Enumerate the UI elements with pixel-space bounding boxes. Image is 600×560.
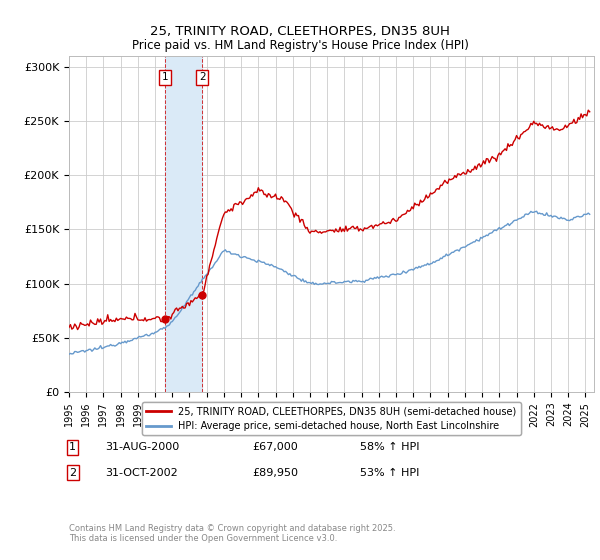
Text: 58% ↑ HPI: 58% ↑ HPI (360, 442, 419, 452)
Text: Price paid vs. HM Land Registry's House Price Index (HPI): Price paid vs. HM Land Registry's House … (131, 39, 469, 52)
Text: Contains HM Land Registry data © Crown copyright and database right 2025.
This d: Contains HM Land Registry data © Crown c… (69, 524, 395, 543)
Text: 1: 1 (162, 72, 169, 82)
Text: 31-AUG-2000: 31-AUG-2000 (105, 442, 179, 452)
Text: 2: 2 (199, 72, 206, 82)
Text: 1: 1 (69, 442, 76, 452)
Text: 31-OCT-2002: 31-OCT-2002 (105, 468, 178, 478)
Legend: 25, TRINITY ROAD, CLEETHORPES, DN35 8UH (semi-detached house), HPI: Average pric: 25, TRINITY ROAD, CLEETHORPES, DN35 8UH … (142, 402, 521, 435)
Text: 53% ↑ HPI: 53% ↑ HPI (360, 468, 419, 478)
Text: 25, TRINITY ROAD, CLEETHORPES, DN35 8UH: 25, TRINITY ROAD, CLEETHORPES, DN35 8UH (150, 25, 450, 38)
Text: £67,000: £67,000 (252, 442, 298, 452)
Text: £89,950: £89,950 (252, 468, 298, 478)
Bar (165, 56, 202, 392)
Text: 2: 2 (69, 468, 76, 478)
